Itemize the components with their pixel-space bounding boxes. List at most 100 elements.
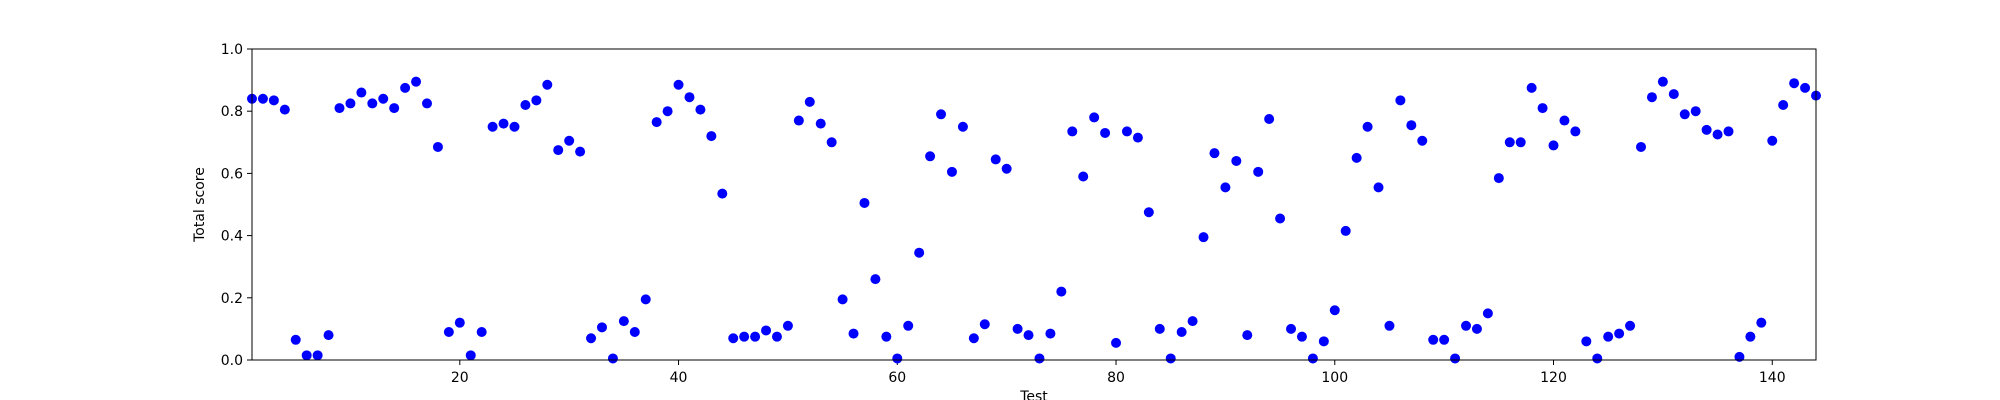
data-point [1515,137,1526,148]
y-axis-label: Total score [192,167,208,243]
data-point [1264,113,1275,124]
data-point [1570,126,1581,137]
data-point [892,353,903,364]
data-point [1778,99,1789,110]
data-point [837,294,848,305]
data-point [400,82,411,93]
data-point [257,93,268,104]
data-point [1089,112,1100,123]
data-point [618,316,629,327]
data-point [1471,323,1482,334]
data-point [990,154,1001,165]
data-point [1439,334,1450,345]
data-point [717,188,728,199]
data-point [1253,166,1264,177]
data-point [1143,207,1154,218]
data-point [279,104,290,115]
data-point [1482,308,1493,319]
x-tick-label: 120 [1540,370,1567,386]
data-point [345,98,356,109]
data-point [1187,316,1198,327]
data-point [1242,330,1253,341]
x-tick-label: 40 [670,370,688,386]
data-point [936,109,947,120]
data-point [421,98,432,109]
data-point [1657,76,1668,87]
data-point [651,117,662,128]
data-point [1286,323,1297,334]
data-point [1351,152,1362,163]
data-point [1056,286,1067,297]
data-point [1209,148,1220,159]
y-tick-label: 0.8 [221,104,243,120]
data-point [1384,320,1395,331]
data-point [1548,140,1559,151]
data-point [596,322,607,333]
data-point [378,93,389,104]
data-point [1067,126,1078,137]
data-point [1756,317,1767,328]
data-point [411,76,422,87]
data-point [706,131,717,142]
data-point [728,333,739,344]
data-point [848,328,859,339]
data-point [804,96,815,107]
data-point [782,320,793,331]
data-point [1428,334,1439,345]
data-point [739,331,750,342]
data-point [1154,323,1165,334]
data-point [957,121,968,132]
data-point [553,145,564,156]
data-point [531,95,542,106]
data-point [443,327,454,338]
y-tick-label: 1.0 [221,42,243,58]
data-point [1198,232,1209,243]
data-point [1100,127,1111,138]
data-point [1373,182,1384,193]
data-point [509,121,520,132]
data-point [673,79,684,90]
data-point [1493,173,1504,184]
data-point [334,103,345,114]
data-point [903,320,914,331]
data-point [1450,353,1461,364]
data-point [1526,82,1537,93]
points-layer [247,76,1821,364]
y-tick-label: 0.2 [221,291,243,307]
data-point [1537,103,1548,114]
data-point [312,350,323,361]
data-point [1362,121,1373,132]
data-point [1745,331,1756,342]
data-point [925,151,936,162]
data-point [1668,89,1679,100]
data-point [662,106,673,117]
data-point [1504,137,1515,148]
data-point [629,327,640,338]
data-point [1340,225,1351,236]
data-point [1690,106,1701,117]
x-tick-label: 100 [1321,370,1348,386]
data-point [301,350,312,361]
data-point [290,334,301,345]
data-point [1603,331,1614,342]
data-point [1625,320,1636,331]
data-point [465,350,476,361]
y-tick-label: 0.4 [221,229,243,245]
data-point [1012,323,1023,334]
data-point [826,137,837,148]
data-point [356,87,367,98]
data-point [1231,155,1242,166]
data-point [1789,78,1800,89]
data-point [1767,135,1778,146]
data-point [487,121,498,132]
data-point [946,166,957,177]
data-point [640,294,651,305]
data-point [367,98,378,109]
data-point [1176,327,1187,338]
data-point [1701,124,1712,135]
data-point [695,104,706,115]
data-point [1734,351,1745,362]
data-point [1614,328,1625,339]
ticks-layer: 20 40 60 80 100 120 140 0.0 0.2 0.4 0.6 0.8 1.0 [221,42,1786,386]
